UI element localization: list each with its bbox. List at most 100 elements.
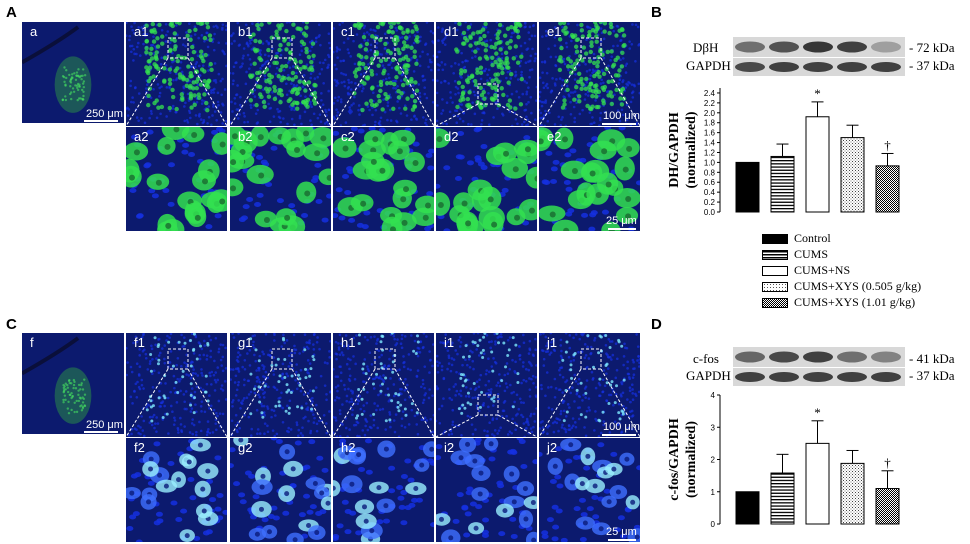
bar	[735, 161, 760, 213]
y-tick-label: 1.0	[704, 158, 716, 167]
blot-b-gapdh-label: GAPDH	[686, 58, 731, 73]
blot-d-gapdh-label: GAPDH	[686, 368, 731, 383]
micrograph-label: b2	[238, 129, 253, 144]
micrograph-label: i1	[444, 335, 455, 350]
y-tick-label: 2	[711, 456, 716, 465]
overview-label: a	[30, 24, 38, 39]
micrograph-low-mag	[126, 22, 227, 126]
overview-scale-bar	[84, 120, 118, 122]
blot-b-target-kda: - 72 kDa	[909, 40, 955, 55]
blot-band	[769, 62, 799, 72]
top-row-scale-bar	[602, 434, 636, 436]
bar	[875, 488, 900, 525]
legend-label: CUMS+XYS (0.505 g/kg)	[794, 279, 922, 293]
blot-b-target-label: DβH	[693, 40, 719, 55]
overview-micrograph	[22, 333, 124, 434]
blot-band	[769, 372, 799, 382]
micrograph-label: a1	[134, 24, 149, 39]
micrograph-low-mag	[333, 22, 434, 126]
bar	[735, 491, 760, 525]
overview-micrograph	[22, 22, 124, 123]
micrograph-label: d2	[444, 129, 459, 144]
micrograph-label: c2	[341, 129, 355, 144]
significance-marker: *	[814, 405, 821, 420]
micrograph-high-mag	[230, 127, 331, 231]
blot-band	[735, 62, 765, 72]
micrograph-high-mag	[333, 438, 434, 542]
micrograph-label: b1	[238, 24, 253, 39]
bar	[770, 155, 795, 213]
bar	[770, 472, 795, 525]
micrograph-high-mag	[333, 127, 434, 231]
panel-letter-A: A	[6, 4, 17, 21]
overview-scale-label: 250 μm	[86, 108, 123, 120]
blot-b-gapdh-kda: - 37 kDa	[909, 58, 955, 73]
overview-scale-label: 250 μm	[86, 419, 123, 431]
y-tick-label: 2.0	[704, 109, 716, 118]
significance-marker: †	[884, 455, 891, 470]
micrograph-label: g2	[238, 440, 253, 455]
micrograph-label: h1	[341, 335, 356, 350]
blot-band	[837, 372, 867, 382]
overview-label: f	[30, 335, 34, 350]
top-row-scale-label: 100 μm	[603, 110, 640, 122]
bottom-row-scale-label: 25 μm	[606, 215, 637, 227]
top-row-scale-label: 100 μm	[603, 421, 640, 433]
y-tick-label: 4	[711, 391, 716, 400]
western-blot-b	[733, 37, 905, 76]
blot-d-target-kda: - 41 kDa	[909, 351, 955, 366]
legend-label: Control	[794, 231, 831, 245]
western-blot-d	[733, 347, 905, 386]
bar	[875, 165, 900, 213]
y-tick-label: 2.4	[704, 89, 716, 98]
y-tick-label: 0.2	[704, 198, 716, 207]
legend-item: Control	[762, 231, 831, 246]
y-tick-label: 3	[711, 423, 716, 432]
panel-letter-B: B	[651, 4, 662, 21]
micrograph-low-mag	[230, 333, 331, 437]
significance-marker: †	[884, 137, 891, 152]
micrograph-label: e1	[547, 24, 562, 39]
micrograph-low-mag	[333, 333, 434, 437]
bar	[840, 137, 865, 213]
y-tick-label: 1.8	[704, 119, 716, 128]
legend-item: CUMS+XYS (1.01 g/kg)	[762, 295, 915, 310]
micrograph-high-mag	[126, 127, 227, 231]
blot-band	[735, 41, 765, 53]
legend-item: CUMS+NS	[762, 263, 850, 278]
legend-swatch	[762, 265, 788, 276]
micrograph-low-mag	[436, 22, 537, 126]
y-tick-label: 1	[711, 488, 716, 497]
y-tick-label: 0.4	[704, 188, 716, 197]
y-tick-label: 1.4	[704, 139, 716, 148]
bar-chart-d: c-fos/GAPDH (normalized) 0 1 2 3 4 * †	[667, 391, 900, 529]
y-tick-label: 0	[711, 520, 716, 529]
micrograph-label: i2	[444, 440, 455, 455]
significance-marker: *	[814, 86, 821, 101]
blot-band	[837, 351, 867, 363]
blot-band	[871, 41, 901, 53]
blot-band	[837, 62, 867, 72]
bar-chart-b: DH/GAPDH (normalized)0.00.20.40.60.81.01.…	[667, 86, 900, 217]
blot-d-target-label: c-fos	[693, 351, 719, 366]
micrograph-low-mag	[126, 333, 227, 437]
blot-band	[803, 372, 833, 382]
micrograph-high-mag	[436, 127, 537, 231]
blot-band	[871, 351, 901, 363]
y-tick-label: 2.2	[704, 99, 716, 108]
micrograph-label: j1	[547, 335, 558, 350]
micrograph-label: e2	[547, 129, 562, 144]
micrograph-high-mag	[539, 438, 640, 542]
micrograph-label: h2	[341, 440, 356, 455]
bottom-row-scale-bar	[608, 228, 636, 230]
y-axis-label: c-fos/GAPDH (normalized)	[667, 418, 699, 501]
blot-band	[803, 62, 833, 72]
legend-label: CUMS	[794, 247, 829, 261]
legend-swatch	[762, 233, 788, 244]
blot-band	[769, 351, 799, 363]
blot-band	[735, 372, 765, 382]
blot-band	[837, 41, 867, 53]
panel-letter-D: D	[651, 316, 662, 333]
micrograph-low-mag	[539, 333, 640, 437]
bottom-row-scale-label: 25 μm	[606, 526, 637, 538]
